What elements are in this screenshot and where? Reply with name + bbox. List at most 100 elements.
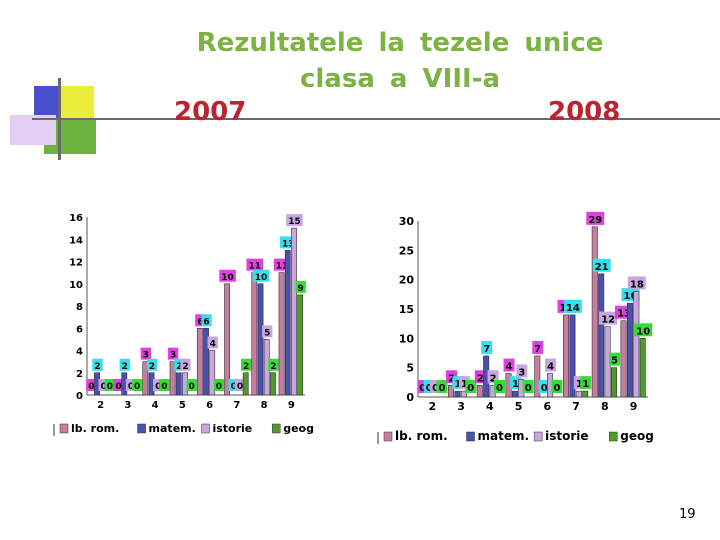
- data-label-bg: [481, 340, 493, 354]
- x-tick-label: 2: [429, 400, 437, 413]
- x-tick-label: 8: [261, 400, 268, 411]
- bar-lb-rom: [620, 320, 627, 398]
- data-label-bg: [627, 276, 646, 290]
- y-tick-label: 0: [406, 391, 414, 404]
- bar-lb-rom: [448, 384, 455, 398]
- bar-lb-rom: [534, 355, 541, 398]
- legend-swatch-matem: [137, 423, 146, 434]
- data-label-bg: [286, 214, 303, 227]
- x-tick-label: 6: [544, 400, 552, 413]
- data-label-bg: [195, 314, 206, 327]
- legend-label-lb-rom: lb. rom.: [395, 429, 448, 443]
- bar-istorie: [460, 390, 467, 398]
- data-label-istorie: 4: [210, 340, 216, 350]
- data-label-bg: [516, 364, 528, 378]
- data-label-istorie: 1: [461, 379, 468, 390]
- bar-geog: [297, 294, 304, 396]
- data-label-istorie: 12: [601, 315, 615, 326]
- x-tick-label: 7: [233, 400, 240, 411]
- data-label-bg: [580, 376, 592, 390]
- bar-geog: [270, 372, 276, 396]
- data-label-bg: [458, 376, 470, 390]
- data-label-istorie: 2: [490, 373, 497, 384]
- data-label-geog: 2: [270, 362, 276, 372]
- bar-lb-rom: [169, 361, 176, 396]
- bar-istorie: [575, 390, 582, 398]
- bar-lb-rom: [563, 314, 570, 398]
- bar-lb-rom: [142, 361, 149, 396]
- y-tick-label: 10: [399, 332, 415, 345]
- data-label-matem: 7: [483, 344, 490, 355]
- data-label-istorie: 18: [630, 279, 644, 290]
- data-label-bg: [219, 269, 236, 282]
- legend-swatch-geog: [271, 423, 281, 434]
- bar-matem: [257, 283, 264, 396]
- bar-geog: [610, 367, 617, 398]
- data-label-istorie: 0: [101, 382, 107, 392]
- x-tick-label: 3: [457, 400, 465, 413]
- data-label-lb-rom: 0: [88, 382, 94, 392]
- bar-istorie: [633, 291, 640, 398]
- legend-swatch-istorie: [533, 431, 543, 442]
- data-label-bg: [608, 352, 620, 366]
- bar-lb-rom: [224, 283, 230, 396]
- bar-geog: [639, 338, 646, 398]
- data-label-lb-rom: 29: [588, 215, 602, 226]
- data-label-lb-rom: 11: [249, 262, 262, 272]
- data-label-istorie: 4: [547, 362, 554, 373]
- data-label-istorie: 0: [432, 383, 439, 394]
- data-label-bg: [159, 379, 170, 391]
- data-label-geog: 0: [216, 382, 222, 392]
- x-tick-label: 8: [601, 400, 609, 413]
- data-label-bg: [241, 358, 252, 371]
- data-label-matem: 0: [541, 383, 548, 394]
- data-label-matem: 13: [282, 239, 295, 249]
- data-label-istorie: 0: [155, 382, 161, 392]
- decor-horizontal-line: [32, 118, 720, 120]
- y-tick-label: 12: [69, 258, 83, 269]
- data-label-bg: [268, 358, 279, 371]
- data-label-bg: [86, 379, 97, 391]
- x-tick-label: 4: [152, 400, 159, 411]
- data-label-bg: [446, 370, 458, 384]
- x-tick-label: 7: [572, 400, 580, 413]
- data-label-bg: [113, 379, 124, 391]
- data-label-bg: [509, 376, 521, 390]
- data-label-lb-rom: 3: [143, 351, 149, 361]
- data-label-bg: [465, 380, 477, 393]
- data-label-bg: [252, 269, 270, 282]
- data-label-bg: [538, 380, 550, 393]
- legend-swatch-geog: [608, 431, 618, 442]
- y-tick-label: 16: [69, 213, 83, 224]
- data-label-bg: [436, 380, 448, 393]
- data-label-lb-rom: 13: [617, 309, 631, 320]
- data-label-geog: 0: [107, 382, 113, 392]
- data-label-lb-rom: 11: [276, 262, 289, 272]
- y-tick-label: 6: [76, 324, 83, 335]
- data-label-istorie: 3: [518, 367, 525, 378]
- bar-geog: [242, 372, 249, 396]
- data-label-bg: [246, 258, 264, 271]
- data-label-bg: [563, 299, 582, 313]
- x-tick-label: 4: [486, 400, 494, 413]
- data-label-matem: 10: [255, 273, 268, 283]
- y-tick-label: 14: [69, 235, 83, 246]
- data-label-lb-rom: 4: [506, 362, 513, 373]
- data-label-bg: [573, 376, 585, 390]
- data-label-bg: [545, 358, 557, 372]
- data-label-geog: 10: [636, 326, 650, 337]
- data-label-bg: [474, 370, 486, 384]
- data-label-geog: 0: [553, 383, 560, 394]
- data-label-bg: [125, 379, 137, 391]
- data-label-geog: 0: [161, 382, 167, 392]
- data-label-matem: 2: [149, 362, 155, 372]
- data-label-geog: 0: [467, 383, 474, 394]
- legend-label-geog: geog: [283, 422, 314, 435]
- bar-lb-rom: [196, 327, 203, 396]
- y-tick-label: 5: [406, 362, 414, 375]
- bar-lb-rom: [591, 226, 598, 398]
- data-label-matem: 1: [512, 379, 519, 390]
- decor-lavender-square: [10, 115, 56, 145]
- y-tick-label: 0: [76, 391, 83, 402]
- data-label-bg: [132, 379, 143, 391]
